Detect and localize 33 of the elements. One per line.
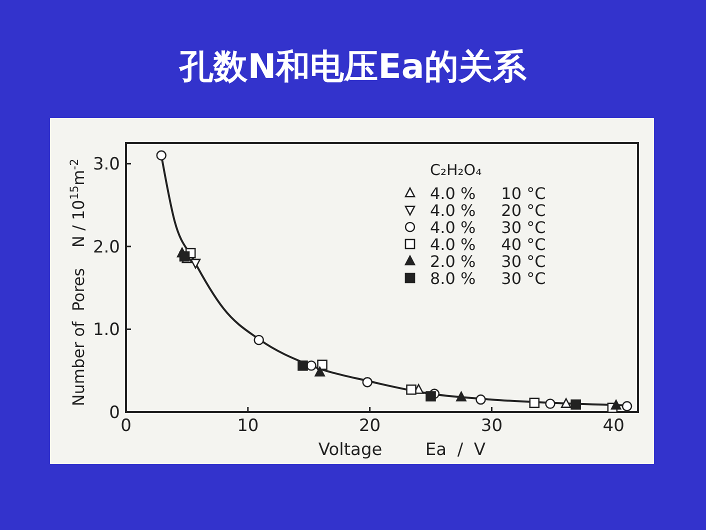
point	[456, 392, 466, 402]
legend-label: 4.0 % 30 °C	[430, 218, 546, 237]
point	[529, 398, 540, 408]
y-tick-label: 1.0	[92, 320, 120, 340]
point	[426, 391, 436, 402]
x-axis-title: Voltage Ea / V	[318, 440, 486, 460]
legend-label: 2.0 % 30 °C	[430, 252, 546, 271]
x-tick-label: 20	[358, 416, 381, 436]
point	[156, 150, 166, 161]
point	[298, 360, 308, 371]
legend-label: 4.0 % 40 °C	[430, 235, 546, 254]
point	[314, 366, 325, 377]
x-tick-label: 10	[237, 416, 259, 436]
x-tick-label: 30	[480, 416, 503, 436]
point	[622, 401, 632, 412]
legend-label: 4.0 % 20 °C	[430, 201, 546, 220]
point	[406, 384, 416, 395]
y-tick-label: 3.0	[92, 154, 120, 175]
legend-label: 4.0 % 10 °C	[430, 184, 546, 203]
point	[476, 394, 486, 405]
y-tick-label: 0	[109, 403, 120, 423]
legend-label: 8.0 % 30 °C	[430, 269, 546, 288]
point	[362, 377, 373, 388]
x-tick-label: 40	[602, 416, 624, 436]
point	[254, 334, 264, 346]
point	[179, 251, 190, 262]
point	[610, 400, 622, 410]
legend-title: C₂H₂O₄	[430, 161, 482, 179]
point	[570, 399, 581, 410]
point	[545, 398, 556, 409]
y-tick-label: 2.0	[92, 237, 120, 258]
point	[317, 360, 328, 370]
chart-title: 孔数N和电压Ea的关系	[178, 47, 528, 87]
